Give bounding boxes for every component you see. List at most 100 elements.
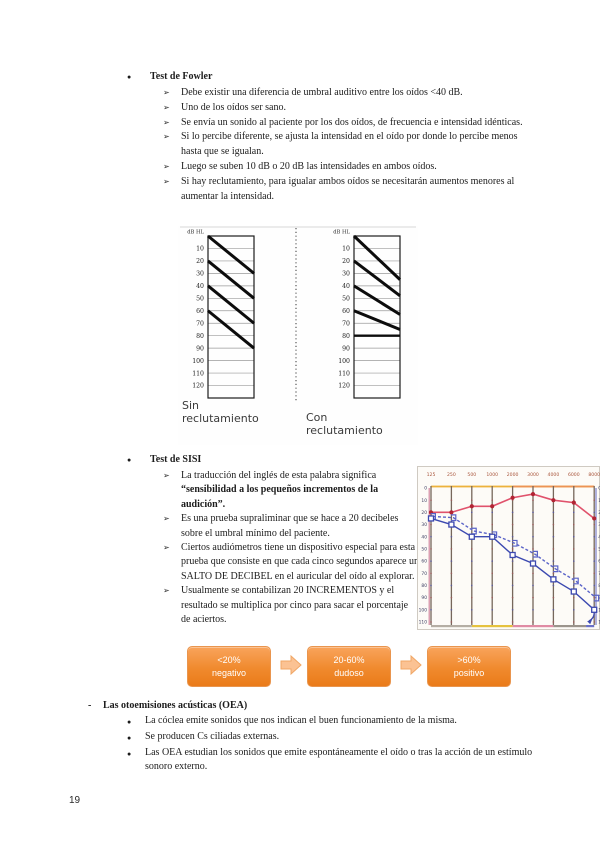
list-item: ➢ Debe existir una diferencia de umbral a… [163,86,534,101]
svg-text:0: 0 [424,486,427,492]
flow-arrow-icon [400,654,422,676]
list-item-text: Se envía un sonido al paciente por los d… [181,116,523,128]
svg-text:110: 110 [598,620,600,626]
flow-arrow-icon [280,654,302,676]
svg-text:70: 70 [196,320,204,327]
svg-text:250: 250 [447,472,456,478]
svg-text:4000: 4000 [548,472,560,478]
svg-text:3000: 3000 [527,472,539,478]
list-item-text: Si hay reclutamiento, para igualar ambos… [181,175,515,202]
svg-text:100: 100 [419,607,428,613]
text-run: Usualmente se contabilizan 20 INCREMENTO… [181,585,409,626]
svg-text:60: 60 [421,559,427,565]
svg-text:10: 10 [342,246,350,253]
arrow-bullet-icon: ➢ [163,88,170,97]
flow-box-positivo: >60% positivo [427,646,511,687]
oea-title: Las otoemisiones acústicas (OEA) [103,700,248,711]
dash-bullet: - [88,700,92,711]
list-item: ● Las OEA estudian los sonidos que emite … [127,746,548,776]
svg-text:40: 40 [342,283,350,290]
list-item-text: Es una prueba supraliminar que se hace a… [181,512,419,541]
list-item-text: La traducción del inglés de esta palabra… [181,469,419,512]
bullet-icon: ● [127,456,132,464]
bullet-icon: ● [127,718,132,726]
flow-box-value: <20% [217,655,241,665]
svg-text:0: 0 [598,486,600,492]
arrow-bullet-icon: ➢ [163,176,170,186]
svg-text:50: 50 [342,296,350,303]
oea-heading: - Las otoemisiones acústicas (OEA) [88,698,548,713]
arrow-bullet-icon: ➢ [163,132,170,142]
svg-text:10: 10 [196,246,204,253]
svg-text:110: 110 [419,620,428,626]
svg-text:30: 30 [421,522,427,528]
svg-text:10: 10 [598,498,600,504]
list-item-text: La cóclea emite sonidos que nos indican … [145,715,457,726]
fowler-section: ● Test de Fowler ➢ Debe existir una difer… [122,69,534,204]
svg-text:40: 40 [196,283,204,290]
svg-text:60: 60 [342,308,350,315]
fowler-items: ➢ Debe existir una diferencia de umbral a… [122,86,534,204]
arrow-bullet-icon: ➢ [163,543,170,553]
list-item-text: Uno de los oídos ser sano. [181,101,286,113]
recruitment-figure: dB HL 10 20 30 40 50 60 70 80 90 100 110 120 dB HL 10 2… [178,226,418,445]
svg-text:30: 30 [342,271,350,278]
list-item: ● Se producen Cs ciliadas externas. [127,730,548,746]
svg-text:50: 50 [421,547,427,553]
svg-text:50: 50 [196,296,204,303]
list-item-text: Se producen Cs ciliadas externas. [145,730,280,742]
list-item-text: Usualmente se contabilizan 20 INCREMENTO… [181,584,419,627]
list-item: ➢ Luego se suben 10 dB o 20 dB las intens… [163,160,534,175]
svg-text:125: 125 [427,472,436,478]
bullet-icon: ● [127,73,132,81]
svg-text:100: 100 [192,358,204,365]
svg-text:2000: 2000 [507,472,519,478]
svg-text:8000: 8000 [588,472,600,478]
arrow-bullet-icon: ➢ [163,514,170,524]
svg-text:50: 50 [598,547,600,553]
list-item-text: Ciertos audiómetros tiene un dispositivo… [181,541,419,584]
flow-box-negativo: <20% negativo [187,646,271,687]
list-item: ➢ Usualmente se contabilizan 20 INCREMENT… [163,584,422,627]
arrow-bullet-icon: ➢ [163,161,170,171]
list-item: ➢ Ciertos audiómetros tiene un dispositiv… [163,541,422,584]
list-item-text: Debe existir una diferencia de umbral au… [181,87,463,98]
svg-text:70: 70 [421,571,427,577]
svg-text:30: 30 [598,522,600,528]
bullet-icon: ● [127,733,132,742]
list-item: ● La cóclea emite sonidos que nos indican… [127,714,548,730]
list-item: ➢ Se envía un sonido al paciente por los … [163,116,534,131]
flow-box-label: negativo [211,668,247,678]
svg-text:60: 60 [598,559,600,565]
svg-text:dB HL: dB HL [333,230,350,236]
bullet-icon: ● [127,749,132,758]
svg-text:80: 80 [342,333,350,340]
svg-text:80: 80 [196,333,204,340]
svg-text:70: 70 [342,320,350,327]
list-item: ➢ Uno de los oídos ser sano. [163,101,534,116]
list-item-text: Si lo percibe diferente, se ajusta la in… [181,131,518,158]
svg-text:dB HL: dB HL [187,230,204,236]
svg-text:90: 90 [196,345,204,352]
fowler-title: Test de Fowler [150,71,213,82]
arrow-bullet-icon: ➢ [163,471,170,480]
svg-text:10: 10 [421,498,427,504]
bold-text-run: “sensibilidad a los pequeños incrementos… [181,484,379,510]
list-item: ➢ Es una prueba supraliminar que se hace … [163,512,422,541]
list-item-text: Las OEA estudian los sonidos que emite e… [145,746,533,773]
sisi-section: ● Test de SISI ➢ La traducción del inglés… [122,452,422,627]
audiogram-figure: 125 250 500 1000 2000 3000 4000 6000 8000 0 0 10 10 2… [417,466,600,630]
sisi-items: ➢ La traducción del inglés de esta palabr… [122,469,422,627]
svg-text:1000: 1000 [486,472,498,478]
list-item: ➢ Si lo percibe diferente, se ajusta la i… [163,130,534,160]
svg-text:90: 90 [342,345,350,352]
svg-text:120: 120 [192,383,204,390]
svg-text:6000: 6000 [568,472,580,478]
flow-box-value: >60% [457,655,481,665]
recruitment-diagram: dB HL 10 20 30 40 50 60 70 80 90 100 110 120 dB HL 10 2… [180,226,416,402]
text-run: Es una prueba supraliminar que se hace a… [181,513,399,539]
list-item: ➢ La traducción del inglés de esta palabr… [163,469,422,512]
sisi-heading: ● Test de SISI [122,452,422,468]
audiogram-chart: 125 250 500 1000 2000 3000 4000 6000 8000 0 0 10 10 2… [419,472,600,628]
